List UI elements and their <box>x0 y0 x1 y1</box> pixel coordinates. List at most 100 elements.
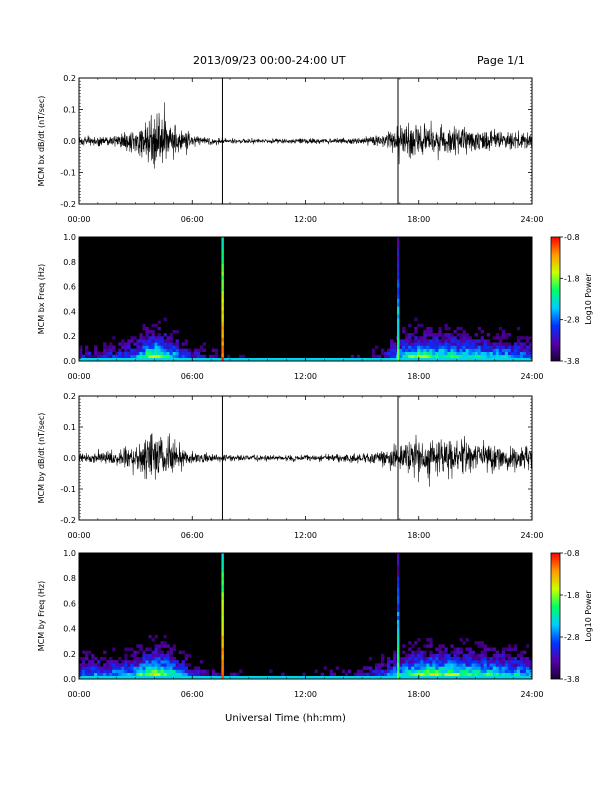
spectrogram-panel-4: -0.8 -1.8 -2.8 -3.8 Log10 Power 1.0 0.8 0.6 0.4 0… <box>37 549 593 724</box>
spectrogram-cell <box>423 653 427 658</box>
spectrogram-cell <box>405 336 409 340</box>
spectrogram-cell <box>432 345 436 349</box>
event-line-segment <box>396 584 400 589</box>
spectrogram-cell <box>166 339 170 343</box>
spectrogram-cell <box>441 336 445 340</box>
spectrogram-cell <box>498 666 503 670</box>
spectrogram-cell <box>127 672 131 677</box>
event-line-segment <box>396 299 400 304</box>
spectrogram-cell <box>112 660 116 664</box>
spectrogram-cell <box>510 666 515 670</box>
spectrogram-cell <box>166 342 170 346</box>
spectrogram-cell <box>474 653 478 658</box>
spectrogram-cell <box>501 656 506 661</box>
spectrogram-cell <box>187 351 192 356</box>
spectrogram-cell <box>483 354 487 359</box>
spectrogram-cell <box>157 644 161 648</box>
spectrogram-cell <box>130 653 134 658</box>
spectrogram-cell <box>133 348 137 352</box>
spectrogram-cell <box>154 345 158 349</box>
event-line-segment <box>221 240 224 246</box>
spectrogram-cell <box>501 348 506 352</box>
spectrogram-cell <box>202 348 207 352</box>
spectrogram-cell <box>106 669 110 673</box>
spectrogram-cell <box>154 653 158 658</box>
colorbar-tick-label: -1.8 <box>564 274 580 283</box>
spectrogram-cell <box>157 348 161 352</box>
spectrogram-cell <box>166 672 170 677</box>
spectrogram-cell <box>435 351 439 356</box>
event-line-segment <box>396 268 400 273</box>
spectrogram-cell <box>85 656 89 661</box>
event-line-segment <box>396 553 400 558</box>
spectrogram-cell <box>426 330 430 334</box>
spectrogram-cell <box>151 660 155 664</box>
spectrogram-cell <box>178 650 182 655</box>
spectrogram-cell <box>510 351 515 356</box>
spectrogram-cell <box>504 666 509 670</box>
event-line-segment <box>396 248 400 253</box>
event-line-segment <box>396 291 400 296</box>
spectrogram-cell <box>453 669 457 673</box>
spectrogram-cell <box>196 669 201 673</box>
spectrogram-cell <box>154 663 158 667</box>
event-line-segment <box>396 326 400 331</box>
spectrogram-cell <box>489 348 494 352</box>
spectrogram-cell <box>91 354 95 359</box>
spectrogram-cell <box>145 647 149 651</box>
spectrogram-cell <box>525 669 530 673</box>
spectrogram-cell <box>495 336 500 340</box>
spectrogram-cell <box>417 323 421 328</box>
spectrogram-cell <box>148 330 152 334</box>
spectrogram-cell <box>507 653 512 658</box>
spectrogram-cell <box>441 348 445 352</box>
spectrogram-cell <box>142 345 146 349</box>
event-line-segment <box>221 612 224 617</box>
spectrogram-cell <box>477 641 481 645</box>
spectrogram-cell <box>169 342 173 346</box>
spectrogram-cell <box>501 672 506 677</box>
spectrogram-cell <box>151 653 155 658</box>
spectrogram-cell <box>148 634 152 639</box>
spectrogram-cell <box>136 348 140 352</box>
spectrogram-cell <box>166 644 170 648</box>
y-tick-label: 0.8 <box>63 258 76 267</box>
spectrogram-cell <box>516 348 521 352</box>
spectrogram-cell <box>501 342 506 346</box>
event-line-segment <box>396 572 400 577</box>
spectrogram-cell <box>423 333 427 337</box>
spectrogram-cell <box>453 672 457 677</box>
spectrogram-cell <box>525 336 530 340</box>
spectrogram-cell <box>163 669 167 673</box>
spectrogram-cell <box>402 656 406 661</box>
spectrogram-cell <box>426 663 430 667</box>
spectrogram-cell <box>112 336 116 340</box>
spectrogram-cell <box>429 641 433 645</box>
event-line-segment <box>221 268 224 273</box>
event-line-segment <box>396 631 400 636</box>
spectrogram-cell <box>187 669 192 673</box>
spectrogram-cell <box>462 656 466 661</box>
spectrogram-cell <box>88 663 92 667</box>
spectrogram-cell <box>142 339 146 343</box>
spectrogram-cell <box>387 660 391 664</box>
event-line-segment <box>396 349 400 354</box>
spectrogram-cell <box>432 351 436 356</box>
spectrogram-cell <box>414 656 418 661</box>
spectrogram-cell <box>166 669 170 673</box>
spectrogram-cell <box>453 663 457 667</box>
spectrogram-cell <box>368 666 373 670</box>
spectrogram-cell <box>483 663 487 667</box>
event-line-segment <box>396 302 400 308</box>
spectrogram-cell <box>450 336 454 340</box>
spectrogram-cell <box>492 672 497 677</box>
spectrogram-cell <box>474 641 478 645</box>
spectrogram-cell <box>513 656 518 661</box>
spectrogram-cell <box>507 345 512 349</box>
spectrogram-cell <box>462 653 466 658</box>
spectrogram-cell <box>462 345 466 349</box>
spectrogram-cell <box>468 342 472 346</box>
spectrogram-cell <box>429 656 433 661</box>
spectrogram-cell <box>106 348 110 352</box>
spectrogram-cell <box>193 666 198 670</box>
